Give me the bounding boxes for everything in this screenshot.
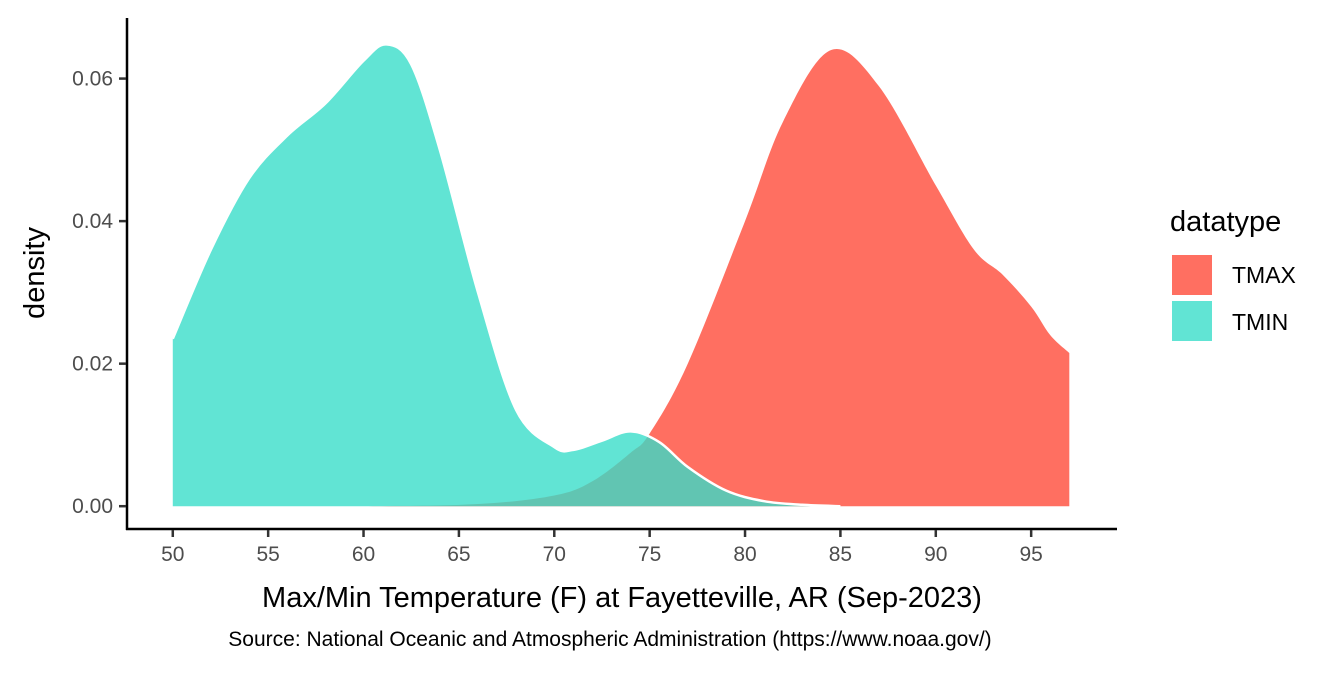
caption: Source: National Oceanic and Atmospheric…	[228, 628, 991, 651]
y-tick-label: 0.04	[72, 210, 113, 233]
x-tick-label: 75	[638, 543, 661, 566]
legend-label-tmax: TMAX	[1232, 262, 1296, 288]
legend-key-tmin	[1172, 301, 1212, 341]
legend-title: datatype	[1170, 206, 1281, 238]
x-tick-label: 65	[447, 543, 470, 566]
y-ticks: 0.00 0.02 0.04 0.06	[72, 68, 126, 518]
y-tick-label: 0.00	[72, 495, 113, 518]
y-axis-label: density	[19, 227, 51, 319]
x-tick-label: 50	[161, 543, 184, 566]
x-tick-label: 60	[352, 543, 375, 566]
density-outline-tmin	[171, 43, 841, 508]
y-tick-label: 0.06	[72, 68, 113, 91]
x-tick-label: 55	[256, 543, 279, 566]
x-tick-label: 95	[1019, 543, 1042, 566]
density-area-tmax	[172, 48, 1070, 507]
legend: datatype TMAX TMIN	[1170, 206, 1296, 341]
density-area-tmin	[172, 44, 841, 507]
plot-areas	[171, 43, 1070, 508]
x-axis-label: Max/Min Temperature (F) at Fayetteville,…	[262, 582, 982, 614]
x-tick-label: 85	[829, 543, 852, 566]
legend-key-tmax	[1172, 255, 1212, 295]
x-tick-label: 90	[924, 543, 947, 566]
x-ticks: 50 55 60 65 70 75 80 85 90 95	[161, 530, 1043, 566]
x-tick-label: 80	[733, 543, 756, 566]
y-tick-label: 0.02	[72, 353, 113, 376]
x-tick-label: 70	[543, 543, 566, 566]
legend-label-tmin: TMIN	[1232, 309, 1288, 335]
